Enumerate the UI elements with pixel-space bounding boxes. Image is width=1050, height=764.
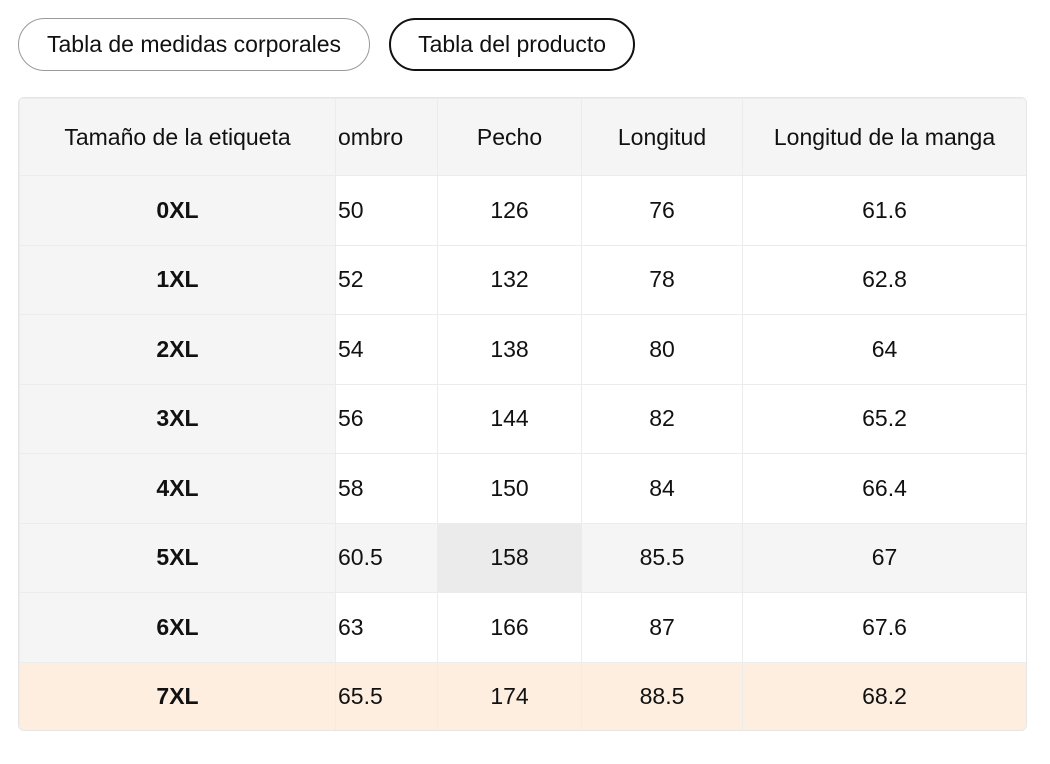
- size-label: 5XL: [19, 522, 336, 593]
- cell: 76: [581, 175, 743, 246]
- cell: 88.5: [581, 661, 743, 730]
- column-header: Pecho: [437, 98, 582, 176]
- table-row: 1XL 52 132 78 62.8: [19, 244, 1026, 315]
- cell: 65.5: [335, 661, 438, 730]
- cell: 68.2: [742, 661, 1026, 730]
- cell: 60.5: [335, 522, 438, 593]
- size-label: 0XL: [19, 175, 336, 246]
- tab-active[interactable]: Tabla del producto: [389, 18, 636, 71]
- cell: 65.2: [742, 383, 1026, 454]
- header-row: Tamaño de la etiqueta ombro Pecho Longitud L…: [19, 98, 1026, 176]
- cell: 50: [335, 175, 438, 246]
- size-label: 4XL: [19, 453, 336, 524]
- cell: 78: [581, 244, 743, 315]
- table-row: 3XL 56 144 82 65.2: [19, 383, 1026, 454]
- tab-bar: Tabla de medidas corporales Tabla del pr…: [18, 18, 636, 71]
- cell: 84: [581, 453, 743, 524]
- table-row: 7XL 65.5 174 88.5 68.2: [19, 661, 1026, 730]
- cell: 80: [581, 314, 743, 385]
- cell: 158: [437, 522, 582, 593]
- size-label: 3XL: [19, 383, 336, 454]
- cell: 58: [335, 453, 438, 524]
- cell: 87: [581, 592, 743, 663]
- size-label: 1XL: [19, 244, 336, 315]
- size-table: Tamaño de la etiqueta ombro Pecho Longitud L…: [19, 98, 1026, 730]
- cell: 54: [335, 314, 438, 385]
- table-row: 2XL 54 138 80 64: [19, 314, 1026, 385]
- cell: 138: [437, 314, 582, 385]
- cell: 67: [742, 522, 1026, 593]
- size-label: 7XL: [19, 661, 336, 730]
- table-row: 6XL 63 166 87 67.6: [19, 592, 1026, 663]
- size-label: 6XL: [19, 592, 336, 663]
- cell: 67.6: [742, 592, 1026, 663]
- tab[interactable]: Tabla de medidas corporales: [18, 18, 371, 71]
- cell: 132: [437, 244, 582, 315]
- table-row: 5XL 60.5 158 85.5 67: [19, 522, 1026, 593]
- cell: 82: [581, 383, 743, 454]
- cell: 66.4: [742, 453, 1026, 524]
- table-row: 4XL 58 150 84 66.4: [19, 453, 1026, 524]
- table-body: 0XL 50 126 76 61.6 1XL 52 132 78 62.8 2XL 54 138 80 64…: [19, 175, 1026, 730]
- table-container: Tamaño de la etiqueta ombro Pecho Longitud L…: [18, 97, 1027, 731]
- cell: 61.6: [742, 175, 1026, 246]
- cell: 63: [335, 592, 438, 663]
- cell: 56: [335, 383, 438, 454]
- cell: 85.5: [581, 522, 743, 593]
- cell: 126: [437, 175, 582, 246]
- column-header: Longitud: [581, 98, 743, 176]
- cell: 52: [335, 244, 438, 315]
- cell: 144: [437, 383, 582, 454]
- cell: 150: [437, 453, 582, 524]
- column-header: Tamaño de la etiqueta: [19, 98, 336, 176]
- column-header: Longitud de la manga: [742, 98, 1026, 176]
- size-label: 2XL: [19, 314, 336, 385]
- cell: 64: [742, 314, 1026, 385]
- table-row: 0XL 50 126 76 61.6: [19, 175, 1026, 246]
- cell: 166: [437, 592, 582, 663]
- cell: 174: [437, 661, 582, 730]
- column-header: ombro: [335, 98, 438, 176]
- cell: 62.8: [742, 244, 1026, 315]
